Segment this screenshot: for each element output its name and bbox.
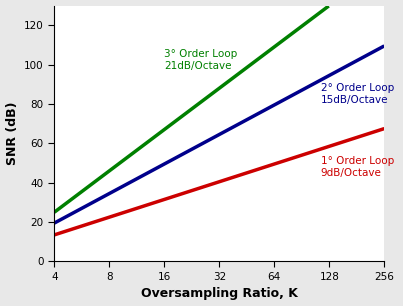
X-axis label: Oversampling Ratio, K: Oversampling Ratio, K (141, 287, 298, 300)
Text: 1° Order Loop
9dB/Octave: 1° Order Loop 9dB/Octave (321, 156, 394, 178)
Text: 3° Order Loop
21dB/Octave: 3° Order Loop 21dB/Octave (164, 49, 237, 70)
Text: 2° Order Loop
15dB/Octave: 2° Order Loop 15dB/Octave (321, 83, 394, 105)
Y-axis label: SNR (dB): SNR (dB) (6, 102, 19, 165)
